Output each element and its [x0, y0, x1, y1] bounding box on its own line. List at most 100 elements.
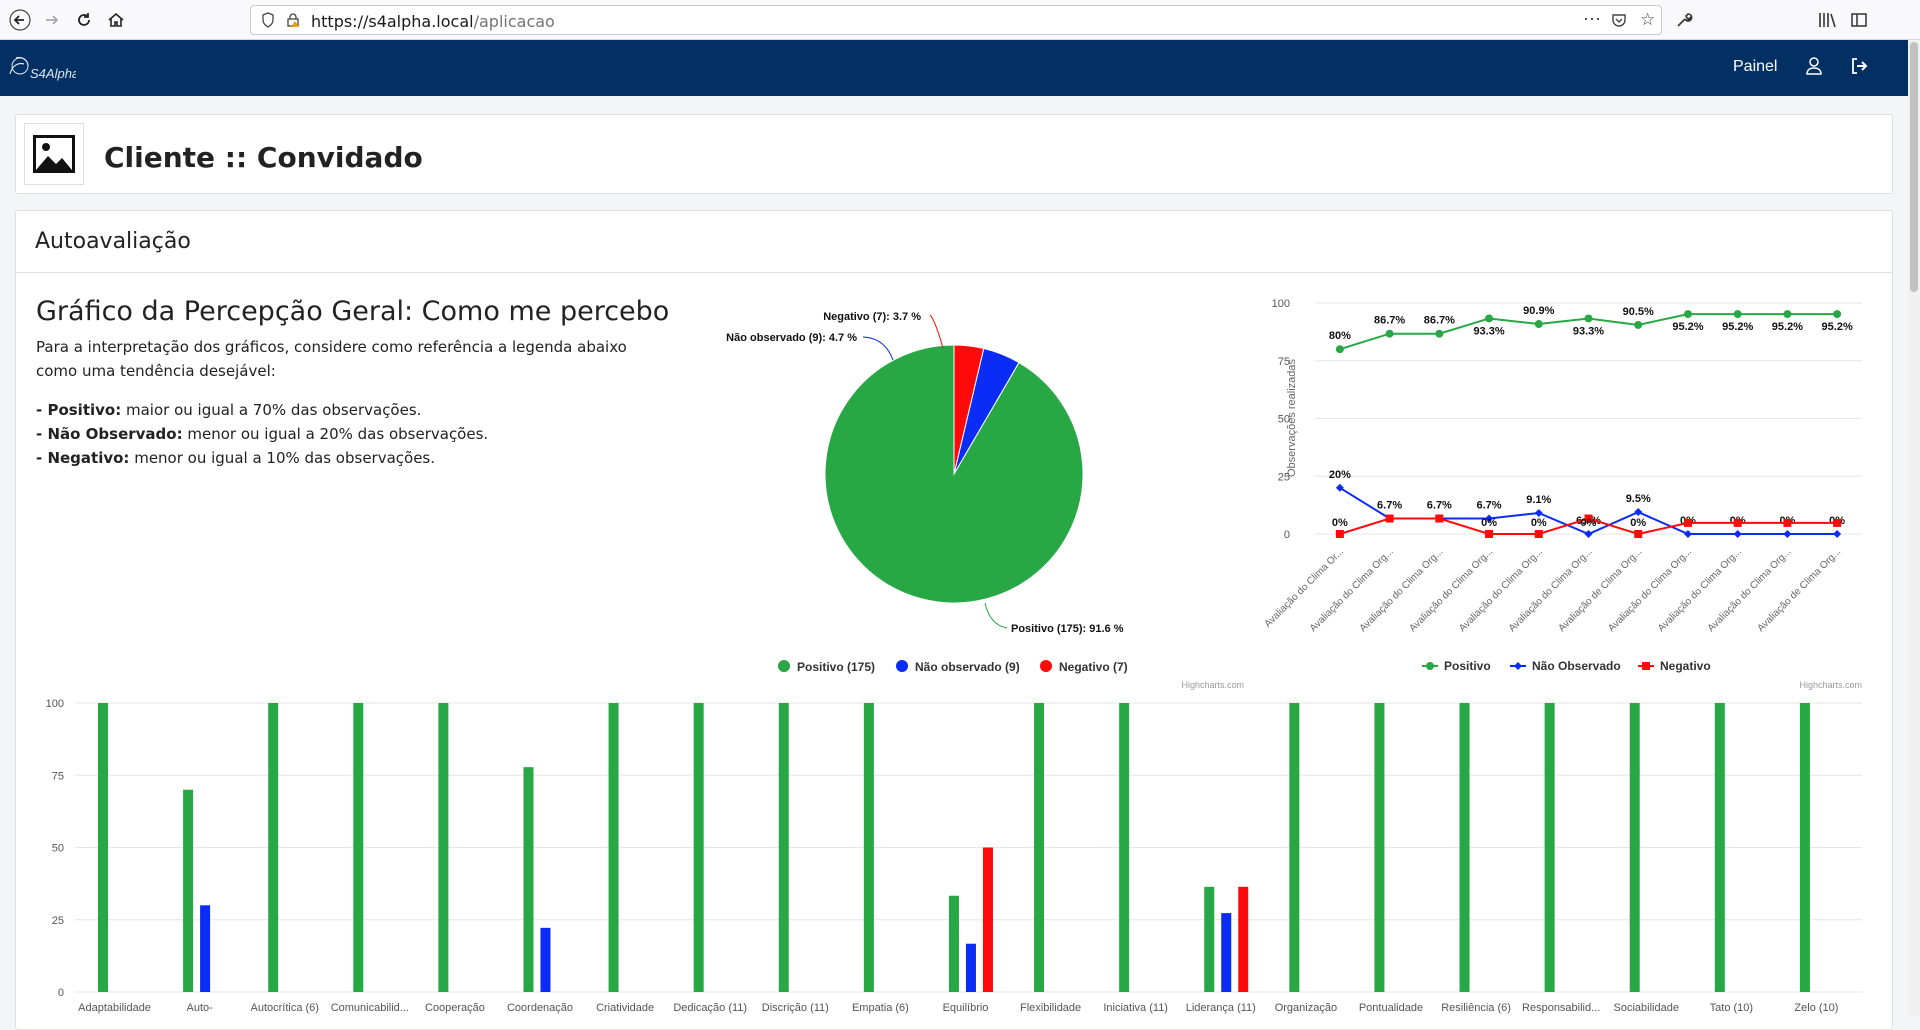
page-scrollbar[interactable] — [1908, 40, 1920, 1016]
line-point-negativo — [1385, 514, 1394, 523]
user-icon[interactable] — [1804, 56, 1826, 78]
line-point-negativo — [1634, 530, 1643, 538]
bar-positivo — [523, 767, 534, 992]
line-legend-marker-0 — [1426, 662, 1434, 670]
logout-icon[interactable] — [1849, 56, 1871, 78]
line-point-nao-observado — [1783, 530, 1792, 538]
line-ytick-label: 75 — [1278, 356, 1290, 368]
line-point-negativo — [1335, 530, 1344, 538]
url-text[interactable]: https://s4alpha.local/aplicacao — [311, 12, 555, 31]
pie-legend-label-1: Não observado (9) — [915, 660, 1020, 674]
line-legend-label-1: Não Observado — [1532, 659, 1621, 673]
line-data-label: 86.7% — [1424, 315, 1455, 327]
line-point-negativo — [1435, 514, 1444, 523]
bar-xtick-label: Empatia (6) — [852, 1002, 909, 1014]
bar-positivo — [693, 703, 704, 992]
line-data-label: 0% — [1332, 517, 1348, 529]
line-xtick-label: Avaliação do Clima Org... — [1407, 546, 1495, 634]
line-xtick-label: Avaliação do Clima Org... — [1706, 546, 1794, 634]
line-data-label: 90.9% — [1523, 305, 1554, 317]
shield-icon[interactable] — [261, 12, 275, 33]
bar-xtick-label: Comunicabilid... — [331, 1002, 409, 1014]
app-logo[interactable]: S4Alpha — [6, 54, 79, 88]
pie-connector-1 — [862, 336, 894, 361]
line-data-label: 80% — [1329, 330, 1351, 342]
bar-xtick-label: Liderança (11) — [1186, 1002, 1256, 1014]
bar-positivo — [1034, 703, 1045, 992]
bar-xtick-label: Zelo (10) — [1794, 1002, 1838, 1014]
bar-xtick-label: Tato (10) — [1710, 1002, 1753, 1014]
line-point-negativo — [1485, 530, 1494, 538]
line-data-label: 86.7% — [1374, 315, 1405, 327]
bar-xtick-label: Coordenação — [507, 1002, 573, 1014]
pocket-icon[interactable] — [1611, 12, 1627, 33]
bar-nao-observado — [1221, 913, 1232, 992]
bar-ytick-label: 75 — [52, 770, 64, 782]
bar-xtick-label: Adaptabilidade — [78, 1002, 151, 1014]
bar-xtick-label: Flexibilidade — [1020, 1002, 1081, 1014]
line-data-label: 90.5% — [1623, 306, 1654, 318]
line-point-positivo — [1634, 320, 1643, 329]
bar-positivo — [98, 703, 108, 992]
line-point-nao-observado — [1683, 530, 1692, 538]
forward-icon[interactable] — [38, 6, 66, 34]
line-point-nao-observado — [1534, 508, 1543, 517]
line-xtick-label: Avaliação do Clima Org... — [1606, 546, 1694, 634]
line-data-label: 20% — [1329, 469, 1351, 481]
line-data-label: 95.2% — [1822, 321, 1853, 333]
bar-xtick-label: Responsabilid... — [1522, 1002, 1600, 1014]
more-options-icon[interactable]: ⋯ — [1583, 9, 1601, 29]
bar-ytick-label: 50 — [52, 843, 64, 855]
client-title: Cliente :: Convidado — [104, 141, 423, 174]
line-point-negativo — [1833, 518, 1842, 527]
rule-negativo: - Negativo: menor ou igual a 10% das obs… — [36, 449, 436, 467]
line-ylabel: Observações realizadas — [1286, 359, 1298, 478]
bar-nao-observado — [540, 927, 551, 992]
painel-link[interactable]: Painel — [1733, 58, 1778, 75]
line-xtick-label: Avaliação do Clima Org... — [1358, 546, 1446, 634]
bar-positivo — [1374, 703, 1385, 992]
line-legend-label-2: Negativo — [1660, 659, 1711, 673]
line-data-label: 6.7% — [1477, 500, 1502, 512]
line-data-label: 0% — [1630, 517, 1646, 529]
bar-xtick-label: Cooperação — [425, 1002, 485, 1014]
rule-nao-observado: - Não Observado: menor ou igual a 20% da… — [36, 425, 489, 443]
line-xtick-label: Avaliação do Clima Org... — [1507, 546, 1595, 634]
svg-text:S4Alpha: S4Alpha — [30, 66, 76, 81]
pie-label-0: Positivo (175): 91.6 % — [1011, 623, 1124, 635]
line-data-label: 95.2% — [1672, 321, 1703, 333]
client-image-placeholder — [24, 123, 84, 185]
line-point-nao-observado — [1634, 508, 1643, 517]
line-xtick-label: Avaliação do Clima Org... — [1457, 546, 1545, 634]
bar-xtick-label: Equilíbrio — [943, 1002, 989, 1014]
bar-negativo — [982, 847, 993, 992]
lock-warning-icon[interactable] — [285, 12, 301, 33]
home-icon[interactable] — [102, 6, 130, 34]
line-data-label: 9.5% — [1626, 493, 1651, 505]
sidebar-icon[interactable] — [1850, 11, 1868, 34]
line-point-positivo — [1485, 314, 1494, 323]
line-xtick-label: Avaliação do Clima Org... — [1308, 546, 1396, 634]
line-point-positivo — [1435, 329, 1444, 338]
wrench-icon[interactable] — [1675, 11, 1693, 34]
url-bar[interactable]: https://s4alpha.local/aplicacao ⋯ ☆ — [250, 5, 1662, 35]
library-icon[interactable] — [1818, 11, 1836, 34]
bookmark-star-icon[interactable]: ☆ — [1640, 10, 1656, 29]
line-data-label: 6.7% — [1427, 500, 1452, 512]
line-data-label: 0% — [1531, 517, 1547, 529]
line-data-label: 9.1% — [1526, 494, 1551, 506]
scroll-thumb[interactable] — [1910, 42, 1918, 292]
client-card: Cliente :: Convidado — [15, 114, 1893, 194]
line-data-label: 93.3% — [1473, 325, 1504, 337]
back-icon[interactable] — [6, 6, 34, 34]
reload-icon[interactable] — [70, 6, 98, 34]
bar-xtick-label: Resiliência (6) — [1441, 1002, 1511, 1014]
bar-nao-observado — [200, 905, 211, 992]
bar-positivo — [268, 703, 279, 992]
pie-credits: Highcharts.com — [1181, 680, 1244, 690]
line-point-negativo — [1584, 514, 1593, 523]
bar-positivo — [608, 703, 619, 992]
line-point-nao-observado — [1584, 530, 1593, 538]
pie-label-1: Não observado (9): 4.7 % — [726, 332, 857, 344]
